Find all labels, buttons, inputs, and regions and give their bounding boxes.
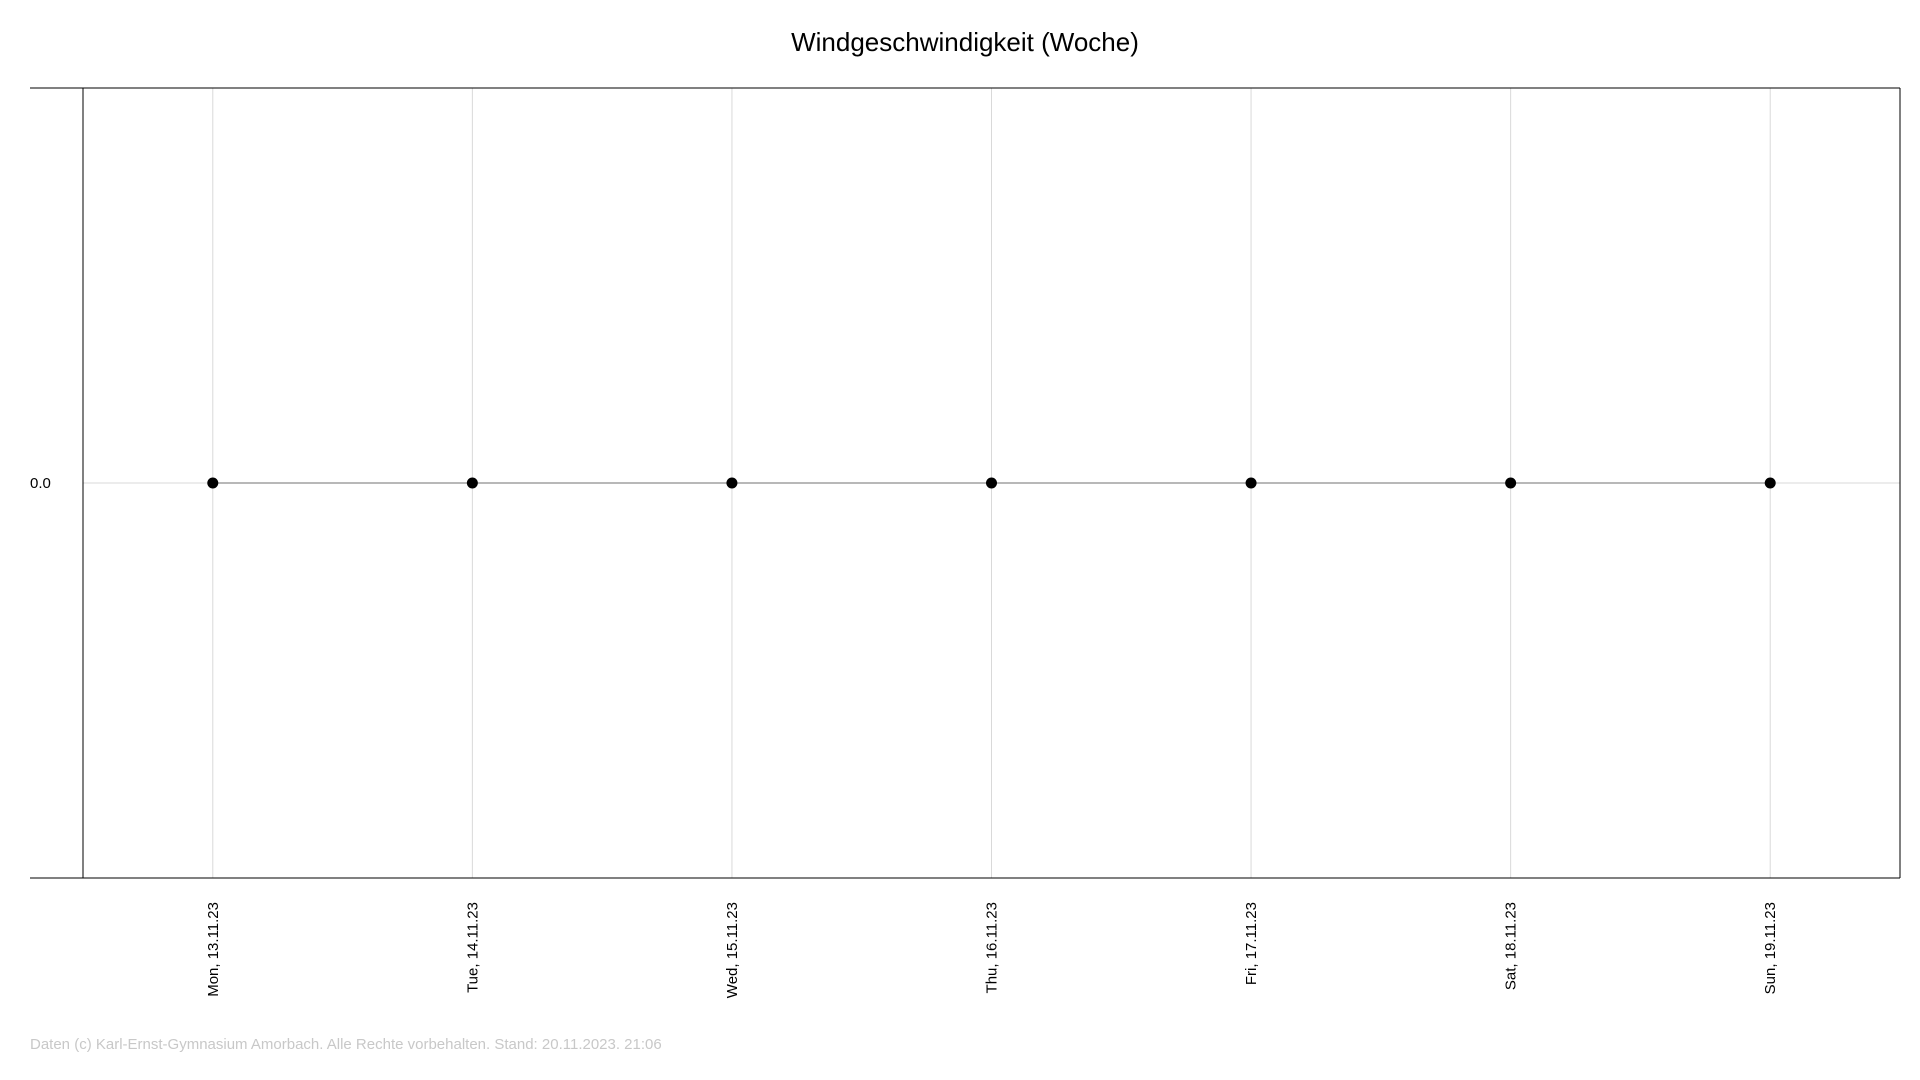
x-tick-label: Sat, 18.11.23 (1503, 902, 1520, 990)
data-point (1505, 477, 1517, 489)
x-tick-label: Fri, 17.11.23 (1243, 902, 1260, 985)
data-point (1764, 477, 1776, 489)
plot-frame (30, 87, 1901, 879)
data-point (466, 477, 478, 489)
y-tick-label: 0.0 (30, 475, 51, 492)
data-point (1245, 477, 1257, 489)
copyright-footer: Daten (c) Karl-Ernst-Gymnasium Amorbach.… (30, 1036, 662, 1053)
y-tick-labels: 0.0 (30, 475, 51, 492)
x-tick-label: Wed, 15.11.23 (724, 902, 741, 998)
x-tick-label: Tue, 14.11.23 (464, 902, 481, 993)
data-point (207, 477, 219, 489)
x-tick-label: Thu, 16.11.23 (984, 902, 1001, 993)
x-tick-labels: Mon, 13.11.23 Tue, 14.11.23 Wed, 15.11.23 T… (205, 902, 1779, 998)
data-point (726, 477, 738, 489)
chart-title: Windgeschwindigkeit (Woche) (791, 27, 1139, 57)
series-layer (207, 477, 1776, 489)
data-point (986, 477, 997, 489)
x-tick-label: Sun, 19.11.23 (1762, 902, 1779, 994)
x-tick-label: Mon, 13.11.23 (205, 902, 222, 997)
